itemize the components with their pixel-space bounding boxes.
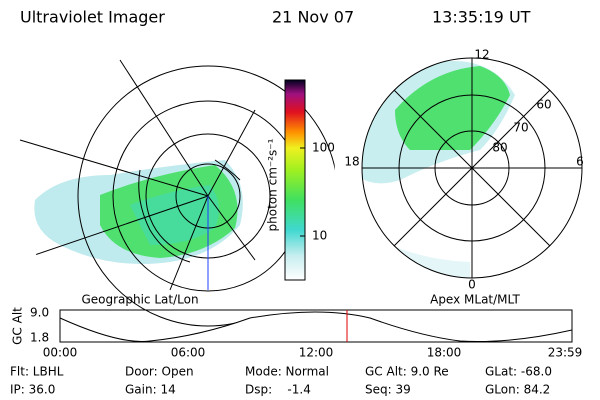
mlt-label: 12: [474, 48, 489, 62]
timeline-x-label: 12:00: [299, 346, 334, 360]
info-panel: Flt: LBHL Door: Open Mode: Normal GC Alt: 9…: [10, 365, 552, 397]
info-field: Flt: LBHL: [10, 365, 64, 379]
mlt-label: 6: [576, 155, 584, 169]
colorbar-tick-label: 100: [312, 141, 335, 155]
mlat-label: 60: [536, 98, 551, 112]
timeline-x-label: 18:00: [427, 346, 462, 360]
info-field: Door: Open: [125, 365, 194, 379]
timeline-y-label: 9.0: [30, 306, 49, 320]
colorbar-tick-label: 10: [312, 229, 327, 243]
colorbar-label: photon cm⁻²s⁻¹: [266, 138, 280, 231]
geo-caption: Geographic Lat/Lon: [81, 293, 198, 307]
polar-caption: Apex MLat/MLT: [430, 293, 520, 307]
instrument: Ultraviolet Imager: [20, 8, 165, 27]
colorbar: [284, 79, 306, 281]
timeline-y-label: 1.8: [30, 331, 49, 345]
mlat-label: 70: [513, 121, 528, 135]
info-field: Seq: 39: [365, 383, 411, 397]
polar-map: [361, 57, 583, 279]
info-field: IP: 36.0: [10, 383, 55, 397]
timeline-x-label: 00:00: [43, 346, 78, 360]
info-field: Dsp: -1.4: [245, 383, 311, 397]
info-field: Mode: Normal: [245, 365, 329, 379]
timeline: [59, 309, 573, 343]
geo-map: [15, 50, 335, 327]
date: 21 Nov 07: [272, 8, 354, 27]
timeline-x-label: 06:00: [171, 346, 206, 360]
info-field: GLon: 84.2: [485, 383, 550, 397]
timeline-axis-label: GC Alt: [11, 307, 25, 345]
info-field: GC Alt: 9.0 Re: [365, 365, 449, 379]
time: 13:35:19 UT: [432, 8, 531, 27]
mlat-label: 80: [492, 141, 507, 155]
mlt-label: 0: [468, 278, 476, 292]
mlt-label: 18: [344, 155, 359, 169]
timeline-x-label: 23:59: [548, 346, 583, 360]
info-field: Gain: 14: [125, 383, 176, 397]
info-field: GLat: -68.0: [485, 365, 552, 379]
